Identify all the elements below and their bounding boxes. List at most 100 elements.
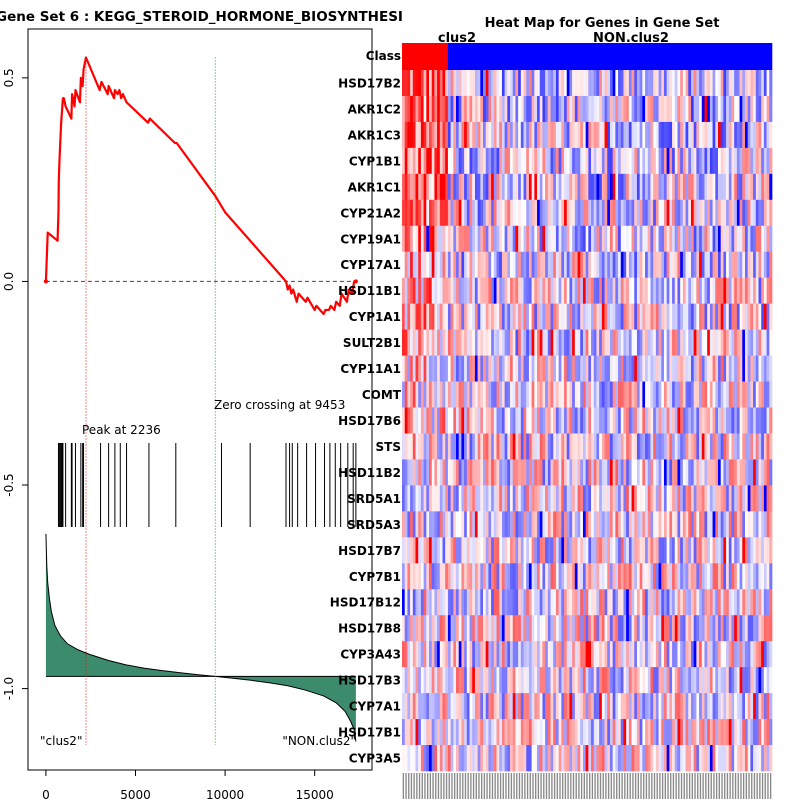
heat-cell bbox=[445, 719, 449, 746]
heat-cell bbox=[704, 381, 708, 408]
heat-cell bbox=[412, 641, 416, 668]
heat-cell bbox=[480, 615, 484, 642]
heat-cell bbox=[445, 511, 449, 538]
heat-cell bbox=[666, 147, 670, 175]
heat-cell bbox=[564, 277, 568, 305]
heat-cell bbox=[739, 459, 743, 486]
heat-cell bbox=[474, 459, 478, 486]
heat-cell bbox=[469, 433, 473, 460]
heat-cell bbox=[402, 433, 406, 460]
heat-cell bbox=[715, 303, 719, 330]
heat-cell bbox=[445, 95, 449, 123]
heat-cell bbox=[599, 173, 603, 201]
heat-cell bbox=[431, 615, 435, 642]
heat-cell bbox=[429, 225, 433, 253]
sample-label-mark bbox=[432, 773, 434, 799]
heat-cell bbox=[572, 407, 576, 434]
heat-cell bbox=[423, 147, 427, 175]
heat-cell bbox=[569, 251, 573, 279]
heat-cell bbox=[539, 537, 543, 564]
heat-cell bbox=[663, 277, 668, 305]
heat-cell bbox=[429, 615, 433, 642]
heat-cell bbox=[523, 147, 527, 175]
sample-label-mark bbox=[470, 773, 472, 799]
heat-cell bbox=[666, 615, 670, 642]
heat-cell bbox=[623, 563, 627, 590]
heat-cell bbox=[564, 95, 568, 123]
heat-cell bbox=[477, 251, 481, 279]
heat-cell bbox=[423, 719, 427, 746]
heat-cell bbox=[493, 537, 497, 564]
heat-cell bbox=[493, 511, 497, 538]
heat-cell bbox=[647, 70, 651, 97]
heat-cell bbox=[453, 641, 457, 668]
heat-cell bbox=[750, 329, 754, 356]
heat-cell bbox=[480, 381, 484, 408]
heat-cell bbox=[758, 251, 762, 279]
heat-cell bbox=[534, 407, 538, 434]
heat-cell bbox=[707, 173, 711, 201]
heat-cell bbox=[755, 407, 759, 434]
heat-cell bbox=[596, 95, 600, 123]
heat-cell bbox=[526, 615, 530, 642]
heat-cell bbox=[753, 563, 757, 590]
heat-cell bbox=[456, 121, 460, 149]
heat-cell bbox=[666, 641, 670, 668]
sample-label-mark bbox=[553, 773, 556, 799]
heat-cell bbox=[547, 277, 551, 305]
heat-cell bbox=[456, 719, 460, 746]
heat-cell bbox=[469, 485, 473, 512]
heat-cell bbox=[666, 537, 670, 564]
heat-cell bbox=[766, 641, 770, 668]
sample-label-mark bbox=[456, 773, 459, 799]
heat-cell bbox=[690, 563, 695, 590]
heat-cell bbox=[528, 95, 532, 123]
heat-cell bbox=[680, 433, 684, 460]
heat-cell bbox=[566, 70, 570, 97]
heat-cell bbox=[445, 70, 449, 97]
heat-cell bbox=[458, 173, 462, 201]
heat-cell bbox=[491, 121, 495, 149]
heat-cell bbox=[736, 277, 740, 305]
heat-cell bbox=[634, 251, 638, 279]
heat-cell bbox=[596, 121, 600, 149]
heat-cell bbox=[615, 485, 619, 512]
heat-cell bbox=[661, 303, 665, 330]
heat-cell bbox=[580, 303, 584, 330]
heat-cell bbox=[626, 693, 630, 720]
heat-cell bbox=[580, 459, 584, 486]
heat-cell bbox=[669, 355, 673, 382]
heat-cell bbox=[528, 173, 532, 201]
heat-cell bbox=[763, 537, 767, 564]
heat-cell bbox=[431, 355, 435, 382]
heat-cell bbox=[512, 173, 516, 201]
heat-cell bbox=[466, 355, 470, 382]
heat-cell bbox=[655, 693, 659, 720]
heat-cell bbox=[491, 537, 495, 564]
heat-cell bbox=[591, 95, 595, 123]
heat-cell bbox=[636, 199, 641, 227]
heat-cell bbox=[488, 745, 492, 772]
heat-cell bbox=[715, 329, 719, 356]
heat-cell bbox=[591, 121, 595, 149]
heat-cell bbox=[680, 615, 684, 642]
heat-cell bbox=[464, 641, 468, 668]
heat-cell bbox=[726, 511, 730, 538]
sample-label-mark bbox=[745, 773, 748, 799]
heat-cell bbox=[736, 537, 740, 564]
heat-cell bbox=[507, 433, 511, 460]
heat-cell bbox=[639, 433, 643, 460]
heat-cell bbox=[499, 199, 503, 227]
heat-cell bbox=[504, 615, 508, 642]
heat-cell bbox=[690, 303, 695, 330]
heat-cell bbox=[510, 329, 514, 356]
heat-cell bbox=[682, 329, 686, 356]
heat-cell bbox=[693, 537, 697, 564]
sample-label-mark bbox=[764, 773, 766, 799]
heat-cell bbox=[537, 459, 541, 486]
heat-cell bbox=[626, 199, 630, 227]
heat-cell bbox=[726, 459, 730, 486]
heat-cell bbox=[726, 329, 730, 356]
heat-cell bbox=[766, 355, 770, 382]
heat-cell bbox=[561, 641, 565, 668]
